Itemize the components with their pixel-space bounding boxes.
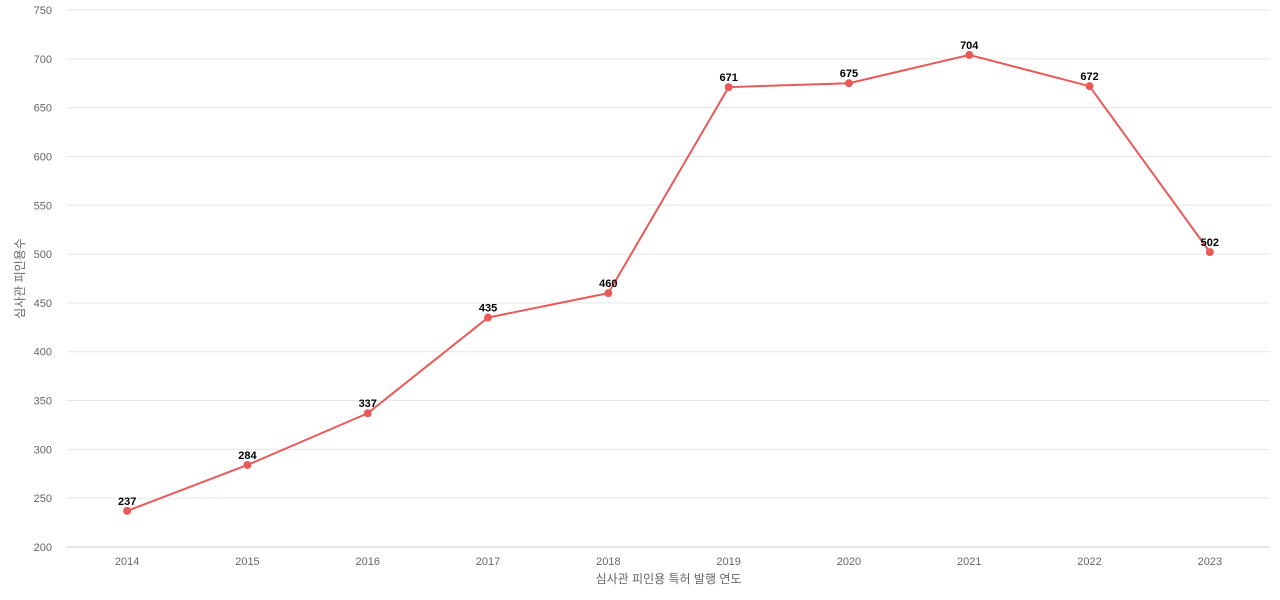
x-axis-title: 심사관 피인용 특허 발행 연도: [596, 571, 742, 586]
grid-lines: [67, 9, 1270, 499]
data-label-2018: 460: [599, 278, 617, 290]
data-points: [123, 50, 1214, 515]
data-label-2015: 284: [238, 450, 257, 462]
data-point-2014: [123, 506, 132, 515]
x-tick-label-2014: 2014: [115, 556, 139, 568]
data-labels: 237 284 337 435 460 671 675 704 672 502: [118, 40, 1219, 508]
x-tick-label-2015: 2015: [235, 556, 259, 568]
series-line-0: [126, 53, 1211, 512]
x-tick-label-2022: 2022: [1077, 556, 1101, 568]
y-tick-label-550: 550: [34, 200, 52, 212]
y-tick-label-300: 300: [34, 444, 52, 456]
x-tick-label-2017: 2017: [476, 556, 500, 568]
x-tick-label-2023: 2023: [1198, 556, 1222, 568]
data-label-2014: 237: [118, 496, 136, 508]
data-label-2023: 502: [1201, 237, 1219, 249]
data-point-2023: [1205, 248, 1214, 257]
y-tick-label-250: 250: [34, 493, 52, 505]
y-tick-label-350: 350: [34, 396, 52, 408]
data-label-2021: 704: [960, 40, 979, 52]
data-point-2022: [1085, 82, 1094, 91]
data-point-2020: [844, 79, 853, 88]
data-label-2019: 671: [719, 72, 737, 84]
data-point-2021: [965, 50, 974, 59]
x-tick-label-2020: 2020: [837, 556, 861, 568]
y-axis-title: 심사관 피인용수: [13, 238, 27, 319]
y-tick-label-650: 650: [34, 103, 52, 115]
y-tick-label-600: 600: [34, 151, 52, 163]
data-point-2019: [724, 83, 733, 92]
data-point-2015: [243, 460, 252, 469]
data-label-2017: 435: [479, 303, 497, 315]
y-tick-label-400: 400: [34, 347, 52, 359]
x-tick-label-2021: 2021: [957, 556, 981, 568]
y-tick-label-450: 450: [34, 298, 52, 310]
x-tick-label-2016: 2016: [356, 556, 380, 568]
data-point-2018: [604, 289, 613, 298]
x-axis-ticks: 2014 2015 2016 2017 2018 2019 2020 2021 2022 2023: [115, 556, 1222, 568]
data-point-2016: [363, 409, 372, 418]
y-tick-label-750: 750: [34, 5, 52, 17]
y-tick-label-500: 500: [34, 249, 52, 261]
y-tick-label-200: 200: [34, 542, 52, 554]
data-label-2016: 337: [359, 398, 377, 410]
data-label-2022: 672: [1080, 71, 1098, 83]
y-axis-ticks: 200 250 300 350 400 450 500 550 600 650 700 750: [34, 5, 52, 554]
x-tick-label-2018: 2018: [596, 556, 620, 568]
y-tick-label-700: 700: [34, 54, 52, 66]
data-point-2017: [484, 313, 493, 322]
data-label-2020: 675: [840, 68, 858, 80]
x-tick-label-2019: 2019: [716, 556, 740, 568]
series-group: [126, 53, 1211, 512]
